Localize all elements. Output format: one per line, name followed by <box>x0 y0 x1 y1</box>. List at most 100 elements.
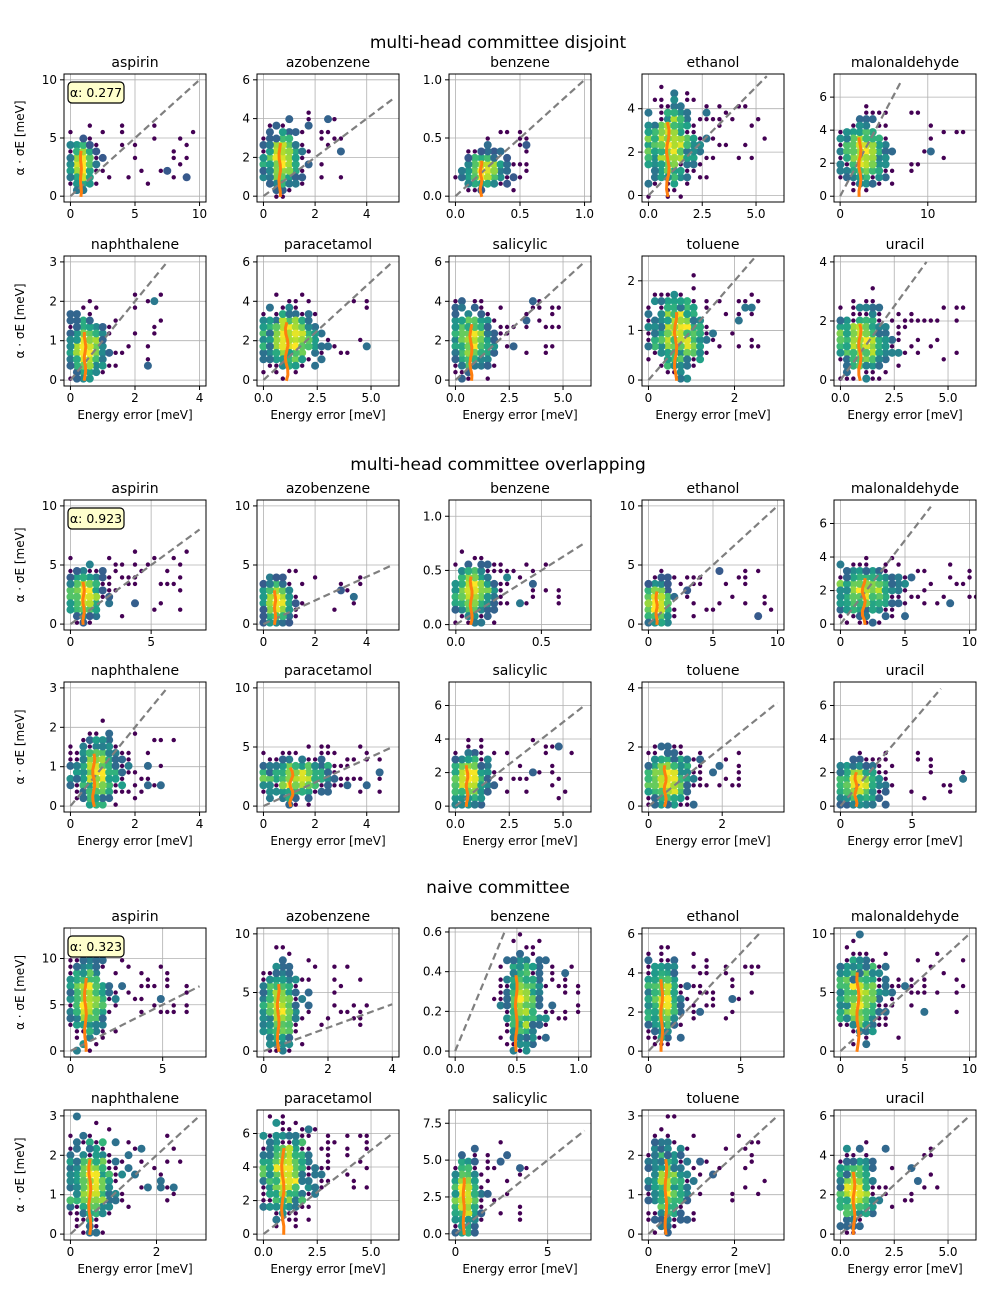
data-point <box>72 355 81 364</box>
data-point <box>274 363 279 368</box>
data-point <box>259 1151 268 1160</box>
data-point <box>730 783 735 788</box>
data-point <box>98 1001 107 1010</box>
data-point <box>670 1170 679 1179</box>
data-point <box>524 776 529 782</box>
data-point <box>319 1022 324 1028</box>
data-point <box>855 316 864 325</box>
data-point <box>92 1014 101 1023</box>
data-point <box>941 305 946 310</box>
axes-frame <box>63 927 207 1058</box>
data-point <box>670 800 679 809</box>
data-point <box>490 173 499 182</box>
data-point <box>79 1196 88 1205</box>
data-point <box>646 1029 651 1034</box>
data-point <box>479 305 484 310</box>
data-point <box>66 579 75 588</box>
x-tick-label: 0 <box>67 1245 75 1259</box>
data-point <box>836 1189 845 1198</box>
data-point <box>535 994 544 1004</box>
data-point <box>158 763 164 769</box>
data-point <box>85 147 94 156</box>
data-point <box>490 166 499 175</box>
data-point <box>491 620 497 625</box>
data-point <box>345 964 350 969</box>
data-point <box>838 129 843 135</box>
data-point <box>265 160 274 169</box>
data-point <box>330 774 339 783</box>
alpha-value: α: 0.277 <box>70 85 122 100</box>
data-point <box>868 179 877 188</box>
data-point <box>663 1144 672 1153</box>
data-point <box>325 1016 331 1021</box>
data-point <box>272 579 281 588</box>
data-point <box>259 1164 268 1173</box>
data-point <box>644 1196 653 1205</box>
data-point <box>515 599 525 608</box>
data-point <box>293 305 298 310</box>
data-point <box>479 1217 484 1222</box>
data-point <box>291 1196 300 1205</box>
data-point <box>377 776 382 782</box>
data-point <box>528 1020 537 1029</box>
data-point <box>98 781 107 790</box>
data-point <box>894 599 903 608</box>
data-point <box>888 988 897 997</box>
data-point <box>522 1020 531 1029</box>
data-point <box>470 794 479 803</box>
data-point <box>663 612 672 621</box>
data-point <box>836 134 845 143</box>
data-point <box>836 560 845 569</box>
data-point <box>836 994 845 1004</box>
data-point <box>291 316 300 325</box>
data-point <box>72 316 81 325</box>
data-point <box>490 348 499 357</box>
data-point <box>298 355 307 364</box>
data-point <box>364 298 369 304</box>
panel-title: aspirin <box>111 481 158 497</box>
data-point <box>689 348 698 357</box>
data-point <box>676 335 685 344</box>
data-point <box>683 310 692 319</box>
data-point <box>875 605 884 614</box>
data-point <box>287 581 292 587</box>
data-point <box>665 292 671 297</box>
data-point <box>464 755 473 764</box>
data-point <box>152 983 157 989</box>
data-point <box>453 298 458 304</box>
y-tick-label: 4 <box>819 123 827 137</box>
data-point <box>79 956 88 965</box>
data-point <box>470 573 479 582</box>
x-ticks: 0 5 10 <box>837 1057 977 1076</box>
data-point <box>470 329 479 338</box>
data-point <box>92 368 101 377</box>
data-point <box>670 962 679 971</box>
data-point <box>743 142 748 148</box>
data-point <box>691 123 696 128</box>
data-point <box>749 970 754 976</box>
data-point <box>875 1196 884 1205</box>
data-point <box>504 983 510 989</box>
data-point <box>650 1138 659 1147</box>
data-point <box>723 757 729 762</box>
data-point <box>126 990 131 995</box>
axes-frame <box>833 73 977 203</box>
data-point <box>650 982 659 991</box>
data-point <box>85 322 94 332</box>
data-point <box>710 155 716 161</box>
data-point <box>470 316 479 325</box>
data-point <box>364 750 369 756</box>
data-point <box>868 592 877 601</box>
data-point <box>659 97 664 103</box>
data-point <box>457 1151 466 1160</box>
data-point <box>457 1164 466 1173</box>
x-tick-label: 2 <box>731 391 739 405</box>
data-point <box>650 579 659 588</box>
data-point <box>498 776 503 782</box>
data-point <box>451 1189 460 1198</box>
data-point <box>954 129 959 135</box>
data-point <box>358 1009 363 1015</box>
data-point <box>74 1035 80 1040</box>
data-point <box>659 568 664 574</box>
